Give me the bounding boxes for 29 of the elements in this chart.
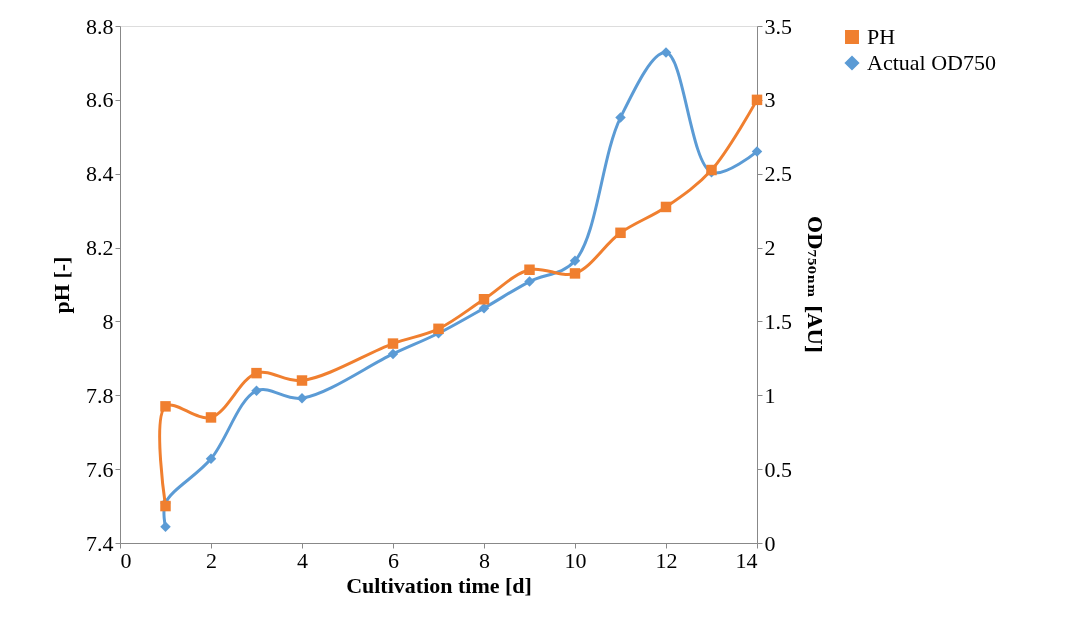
x-axis-title: Cultivation time [d]	[346, 572, 532, 598]
y-tick-label: 8.4	[86, 161, 114, 187]
y2-tick-label: 0	[764, 530, 776, 556]
y2-axis-title: OD₇₅₀ₙₘ [AU]	[804, 216, 826, 354]
y-tick-label: 8.8	[86, 13, 114, 39]
x-tick-label: 4	[297, 547, 308, 573]
y2-tick-label: 2.5	[764, 161, 792, 187]
y2-tick-label: 0.5	[764, 456, 792, 482]
y-tick-label: 7.8	[86, 382, 114, 408]
y-tick-label: 8	[102, 308, 114, 334]
legend-label: Actual OD750	[867, 50, 996, 75]
x-tick-label: 2	[206, 547, 217, 573]
x-tick-label: 12	[655, 547, 678, 573]
y-tick-label: 8.2	[86, 235, 114, 261]
x-tick-label: 0	[120, 547, 132, 573]
y2-tick-label: 1.5	[764, 308, 792, 334]
y-tick-label: 7.6	[86, 456, 114, 482]
y2-tick-label: 3.5	[764, 13, 792, 39]
y2-tick-label: 1	[764, 382, 776, 408]
x-tick-label: 8	[479, 547, 490, 573]
x-tick-label: 10	[564, 547, 587, 573]
legend-label: PH	[867, 24, 896, 49]
x-tick-label: 6	[388, 547, 399, 573]
y-tick-label: 8.6	[86, 87, 114, 113]
y2-tick-label: 3	[764, 87, 776, 113]
x-tick-label: 14	[735, 547, 758, 573]
y-axis-title: pH [-]	[49, 256, 74, 314]
y-tick-label: 7.4	[86, 530, 114, 556]
y2-tick-label: 2	[764, 235, 776, 261]
